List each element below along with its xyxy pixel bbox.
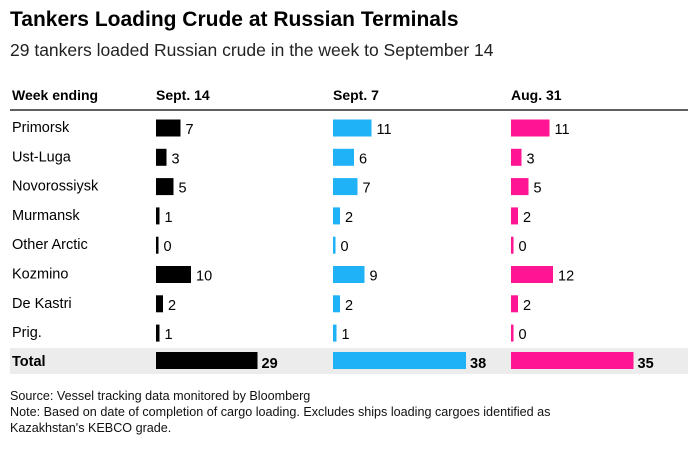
chart-subtitle: 29 tankers loaded Russian crude in the w… [10,40,494,60]
bar-prig-sept7 [333,324,337,342]
value-other-arctic-sept7: 0 [341,239,349,255]
bar-novorossiysk-aug31 [511,178,529,196]
bar-murmansk-aug31 [511,207,518,225]
value-novorossiysk-sept7: 7 [363,181,371,197]
bar-kozmino-sept7 [333,266,365,283]
value-total-sept14: 29 [262,356,278,372]
bar-novorossiysk-sept7 [333,178,358,196]
value-other-arctic-aug31: 0 [519,239,527,255]
row-label-primorsk: Primorsk [12,120,70,136]
row-label-de-kastri: De Kastri [12,296,72,312]
header-sept14: Sept. 14 [156,87,210,103]
bar-de-kastri-sept7 [333,295,340,313]
row-label-prig: Prig. [12,325,42,341]
bar-total-sept7 [333,352,466,369]
bar-other-arctic-aug31 [511,236,514,254]
value-other-arctic-sept14: 0 [164,239,172,255]
value-ust-luga-sept7: 6 [359,151,367,167]
value-murmansk-sept7: 2 [345,210,353,226]
row-label-novorossiysk: Novorossiysk [12,179,99,195]
bar-total-aug31 [511,352,634,369]
value-murmansk-aug31: 2 [523,210,531,226]
row-label-other-arctic: Other Arctic [12,237,88,253]
value-de-kastri-sept7: 2 [345,298,353,314]
value-kozmino-sept14: 10 [196,269,212,285]
note-line-2: Kazakhstan's KEBCO grade. [10,421,172,435]
value-novorossiysk-aug31: 5 [534,181,542,197]
chart-footer: Source: Vessel tracking data monitored b… [10,388,690,436]
value-primorsk-sept7: 11 [377,122,392,138]
value-primorsk-sept14: 7 [186,122,194,138]
value-murmansk-sept14: 1 [165,210,173,226]
value-prig-aug31: 0 [519,327,527,343]
value-ust-luga-aug31: 3 [527,151,535,167]
bar-murmansk-sept7 [333,207,340,225]
bar-other-arctic-sept7 [333,236,336,254]
bar-ust-luga-sept14 [156,148,167,166]
row-label-ust-luga: Ust-Luga [12,149,72,165]
row-label-murmansk: Murmansk [12,208,80,224]
bar-novorossiysk-sept14 [156,178,174,196]
value-kozmino-sept7: 9 [370,269,378,285]
bar-kozmino-sept14 [156,266,191,283]
bar-kozmino-aug31 [511,266,553,283]
row-label-kozmino: Kozmino [12,267,68,283]
bar-primorsk-sept14 [156,119,181,137]
bar-other-arctic-sept14 [156,236,159,254]
value-total-sept7: 38 [470,356,486,372]
bar-prig-aug31 [511,324,514,342]
value-total-aug31: 35 [638,356,654,372]
value-de-kastri-sept14: 2 [168,298,176,314]
bar-murmansk-sept14 [156,207,160,225]
bar-primorsk-aug31 [511,119,550,137]
value-primorsk-aug31: 11 [555,122,570,138]
value-ust-luga-sept14: 3 [172,151,180,167]
bar-ust-luga-sept7 [333,148,354,166]
value-kozmino-aug31: 12 [558,269,574,285]
bar-prig-sept14 [156,324,160,342]
bar-ust-luga-aug31 [511,148,522,166]
note-line-1: Note: Based on date of completion of car… [10,405,551,419]
bar-total-sept14 [156,352,258,369]
value-prig-sept7: 1 [342,327,350,343]
bar-primorsk-sept7 [333,119,372,137]
value-prig-sept14: 1 [165,327,173,343]
value-de-kastri-aug31: 2 [523,298,531,314]
bar-de-kastri-aug31 [511,295,518,313]
source-note: Source: Vessel tracking data monitored b… [10,389,311,403]
chart-title: Tankers Loading Crude at Russian Termina… [10,8,459,31]
header-week-ending: Week ending [12,87,98,103]
total-label: Total [12,354,46,370]
header-sept7: Sept. 7 [333,87,379,103]
value-novorossiysk-sept14: 5 [179,181,187,197]
bar-de-kastri-sept14 [156,295,163,313]
header-aug31: Aug. 31 [511,87,562,103]
